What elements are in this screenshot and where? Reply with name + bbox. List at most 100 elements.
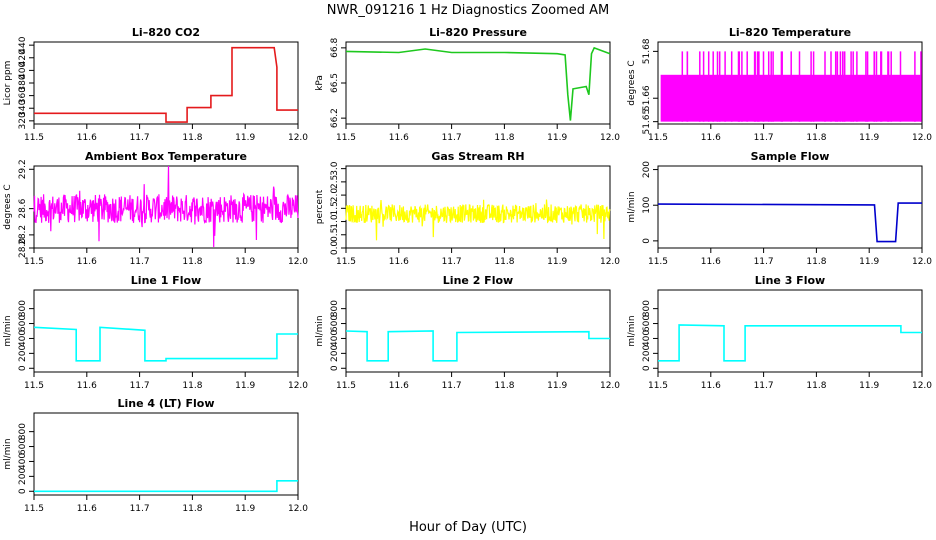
panel-8: Line 2 Flow ml/min 11.5 11.6 11.7 11.8 11.9 12.… — [315, 274, 620, 391]
x-tick-label: 12.0 — [600, 133, 620, 143]
plot-frame — [33, 412, 299, 496]
y-tick-label: 1.0 — [330, 214, 340, 229]
panel-title: Line 3 Flow — [755, 274, 825, 287]
y-tick-label: 400 — [330, 330, 340, 347]
x-tick-label: 11.5 — [24, 257, 44, 267]
figure-xlabel: Hour of Day (UTC) — [409, 520, 527, 535]
y-tick-label: 200 — [330, 345, 340, 362]
panel-title: Ambient Box Temperature — [85, 150, 247, 163]
panel-1: Li–820 CO2 Licor ppm 11.5 11.6 11.7 11.8 11.9 1… — [3, 26, 308, 143]
y-axis-label: kPa — [315, 75, 325, 91]
y-tick-label: 360 — [18, 87, 28, 104]
x-tick-label: 11.8 — [806, 257, 826, 267]
series-line — [345, 46, 611, 121]
y-tick-label: 340 — [18, 99, 28, 116]
y-tick-label: 1.5 — [330, 201, 340, 215]
panel-4: Ambient Box Temperature degrees C 11.5 11.6… — [3, 150, 308, 267]
x-tick-label: 11.5 — [648, 133, 668, 143]
y-tick-label: 400 — [18, 330, 28, 347]
x-tick-label: 11.6 — [701, 257, 721, 267]
y-tick-label: 51.68 — [642, 38, 652, 64]
x-tick-label: 11.8 — [494, 381, 514, 391]
y-tick-label: 2.5 — [330, 175, 340, 189]
x-tick-label: 11.5 — [648, 381, 668, 391]
series-line — [345, 199, 611, 241]
y-tick-label: 0 — [642, 365, 652, 371]
y-tick-label: 66.5 — [330, 73, 340, 93]
y-tick-label: 66.8 — [330, 38, 340, 58]
x-tick-label: 11.7 — [442, 257, 462, 267]
plot-frame — [345, 289, 611, 373]
panel-title: Line 1 Flow — [131, 274, 201, 287]
x-tick-label: 11.8 — [806, 133, 826, 143]
plot-frame — [33, 41, 299, 125]
y-tick-label: 600 — [330, 315, 340, 332]
x-tick-label: 12.0 — [288, 257, 308, 267]
x-tick-label: 11.5 — [336, 381, 356, 391]
y-tick-label: 600 — [18, 315, 28, 332]
y-tick-label: 380 — [18, 74, 28, 91]
plot-frame — [657, 289, 923, 373]
x-tick-label: 12.0 — [912, 257, 932, 267]
x-tick-label: 11.7 — [130, 504, 150, 514]
series-line — [33, 165, 299, 248]
x-tick-label: 11.8 — [182, 504, 202, 514]
x-tick-label: 11.9 — [547, 381, 567, 391]
y-axis-label: degrees C — [3, 184, 13, 229]
y-axis-label: ml/min — [627, 191, 637, 222]
y-tick-label: 800 — [642, 300, 652, 317]
series-spikes — [681, 51, 922, 122]
y-tick-label: 0 — [330, 365, 340, 371]
x-tick-label: 11.5 — [336, 257, 356, 267]
figure-title: NWR_091216 1 Hz Diagnostics Zoomed AM — [327, 3, 610, 18]
y-tick-label: 800 — [330, 300, 340, 317]
y-tick-label: 0 — [18, 488, 28, 494]
y-tick-label: 28.6 — [18, 198, 28, 218]
y-tick-label: 800 — [18, 423, 28, 440]
x-tick-label: 11.9 — [547, 133, 567, 143]
y-axis-label: ml/min — [315, 315, 325, 346]
y-tick-label: 420 — [18, 49, 28, 66]
x-tick-label: 11.8 — [182, 133, 202, 143]
series-line — [658, 324, 922, 362]
x-tick-label: 11.7 — [442, 133, 462, 143]
y-tick-label: 200 — [18, 345, 28, 362]
y-tick-label: 320 — [18, 112, 28, 129]
x-tick-label: 11.6 — [77, 133, 97, 143]
panel-2: Li–820 Pressure kPa 11.5 11.6 11.7 11.8 11.9 12… — [315, 26, 620, 143]
y-tick-label: 600 — [642, 315, 652, 332]
x-tick-label: 11.5 — [648, 257, 668, 267]
x-tick-label: 11.9 — [859, 257, 879, 267]
plot-frame — [657, 41, 923, 125]
x-tick-label: 11.6 — [701, 133, 721, 143]
x-tick-label: 11.5 — [24, 504, 44, 514]
x-tick-label: 11.6 — [77, 257, 97, 267]
plot-frame — [657, 165, 923, 249]
x-tick-label: 11.9 — [859, 133, 879, 143]
y-axis-label: ml/min — [3, 438, 13, 469]
x-tick-label: 12.0 — [600, 381, 620, 391]
y-tick-label: 28.0 — [18, 238, 28, 258]
x-tick-label: 11.8 — [806, 381, 826, 391]
x-tick-label: 12.0 — [288, 133, 308, 143]
x-tick-label: 12.0 — [912, 381, 932, 391]
x-tick-label: 11.6 — [389, 381, 409, 391]
x-tick-label: 11.6 — [77, 381, 97, 391]
y-tick-label: 0 — [642, 238, 652, 244]
y-tick-label: 51.66 — [642, 85, 652, 111]
series-line — [33, 326, 298, 362]
x-tick-label: 11.9 — [235, 133, 255, 143]
x-tick-label: 11.7 — [130, 133, 150, 143]
y-tick-label: 0.5 — [330, 228, 340, 242]
panel-6: Sample Flow ml/min 11.5 11.6 11.7 11.8 11.9 12.… — [627, 150, 932, 267]
panel-title: Line 2 Flow — [443, 274, 513, 287]
series-line — [34, 46, 298, 123]
y-tick-label: 600 — [18, 438, 28, 455]
y-tick-label: 2.0 — [330, 188, 340, 203]
y-tick-label: 3.0 — [330, 161, 340, 176]
x-tick-label: 11.8 — [182, 381, 202, 391]
x-tick-label: 11.9 — [235, 381, 255, 391]
panel-title: Line 4 (LT) Flow — [118, 397, 215, 410]
x-tick-label: 11.7 — [130, 381, 150, 391]
